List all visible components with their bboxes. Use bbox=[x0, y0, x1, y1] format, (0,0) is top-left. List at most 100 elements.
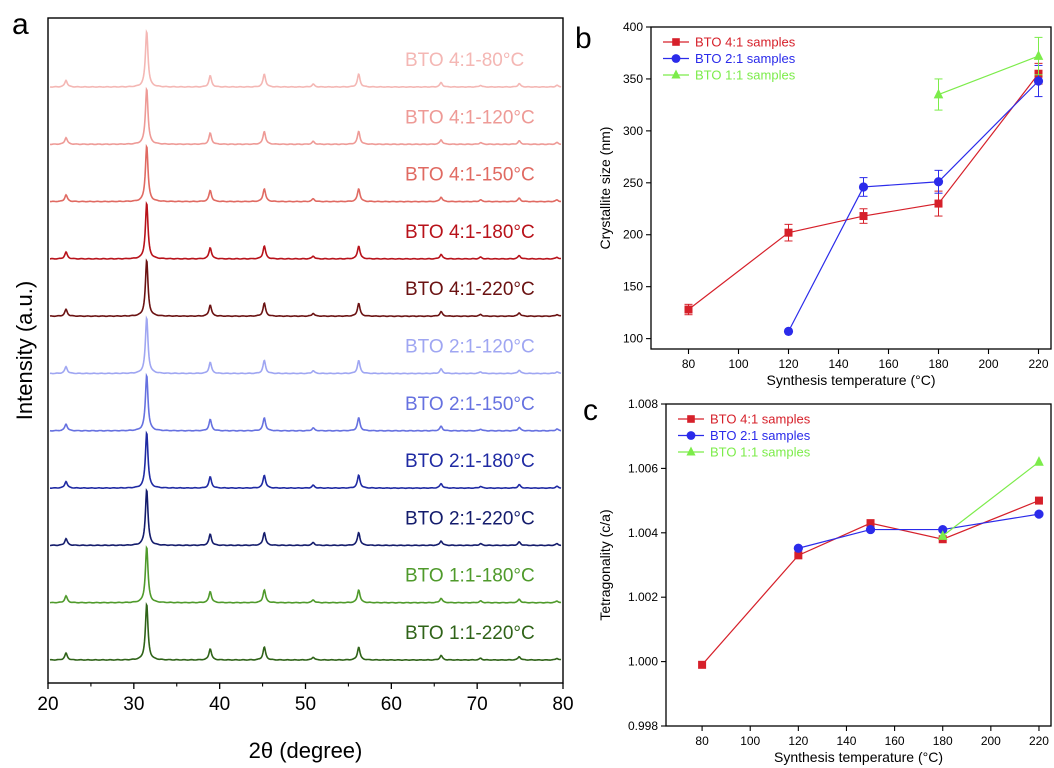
x-axis-label-a: 2θ (degree) bbox=[249, 738, 363, 763]
series-label: BTO 2:1-150°C bbox=[405, 394, 535, 415]
y-tick-label: 250 bbox=[623, 176, 643, 190]
data-point bbox=[672, 38, 680, 46]
data-point bbox=[933, 177, 944, 187]
legend-entry: BTO 4:1 samples bbox=[710, 412, 811, 427]
x-tick-label: 160 bbox=[878, 357, 898, 371]
series-label: BTO 1:1-220°C bbox=[405, 623, 535, 644]
legend-entry: BTO 4:1 samples bbox=[695, 35, 796, 50]
x-tick-label: 220 bbox=[1028, 357, 1048, 371]
y-tick-label: 1.004 bbox=[628, 526, 658, 540]
series-line bbox=[798, 513, 1040, 549]
series-label: BTO 4:1-220°C bbox=[405, 279, 535, 300]
series-line bbox=[787, 80, 1039, 332]
data-point bbox=[686, 446, 696, 456]
panel-label-c: c bbox=[583, 394, 598, 427]
x-tick-label: 30 bbox=[123, 694, 144, 715]
xrd-trace bbox=[49, 545, 562, 604]
data-point bbox=[793, 543, 803, 553]
x-tick-label: 200 bbox=[981, 734, 1001, 748]
y-axis-label-b: Crystallite size (nm) bbox=[597, 127, 613, 250]
x-tick-label: 100 bbox=[740, 734, 760, 748]
xrd-trace bbox=[49, 143, 561, 203]
panel-label-b: b bbox=[575, 22, 592, 55]
data-point bbox=[1034, 496, 1043, 505]
data-point bbox=[794, 551, 803, 560]
y-axis-label-c: Tetragonality (c/a) bbox=[597, 509, 613, 620]
y-tick-label: 1.002 bbox=[628, 590, 658, 604]
y-tick-label: 300 bbox=[623, 124, 643, 138]
xrd-trace bbox=[49, 372, 562, 432]
data-point bbox=[859, 212, 868, 221]
x-tick-label: 120 bbox=[778, 357, 798, 371]
panel-c: c 80 100 120 140 160 180 200 220 0.998 1.000 1.002 1… bbox=[583, 394, 1052, 765]
panel-a: a BTO 4:1-80°C BTO 4:1-120°C BTO 4:1-150°C B… bbox=[12, 8, 574, 763]
y-tick-label: 100 bbox=[623, 332, 643, 346]
x-tick-label: 140 bbox=[836, 734, 856, 748]
y-tick-label: 400 bbox=[623, 20, 643, 34]
y-tick-label: 1.008 bbox=[628, 397, 658, 411]
y-tick-label: 200 bbox=[623, 228, 643, 242]
x-tick-label: 160 bbox=[885, 734, 905, 748]
data-point bbox=[938, 524, 948, 535]
x-tick-label: 60 bbox=[381, 694, 402, 715]
x-tick-label: 80 bbox=[682, 357, 696, 371]
data-point bbox=[866, 519, 875, 528]
data-point bbox=[865, 524, 876, 535]
legend-entry: BTO 2:1 samples bbox=[710, 428, 811, 443]
data-point bbox=[1033, 50, 1044, 60]
legend-entry: BTO 1:1 samples bbox=[695, 68, 796, 83]
y-tick-label: 1.000 bbox=[628, 655, 658, 669]
series-label: BTO 2:1-180°C bbox=[405, 451, 535, 472]
legend-entry: BTO 2:1 samples bbox=[695, 51, 796, 66]
y-tick-label: 0.998 bbox=[628, 719, 658, 733]
data-point bbox=[671, 54, 681, 63]
x-tick-label: 50 bbox=[295, 694, 316, 715]
x-tick-label: 80 bbox=[695, 734, 709, 748]
series-label: BTO 2:1-120°C bbox=[405, 337, 535, 358]
x-tick-label: 180 bbox=[928, 357, 948, 371]
data-point bbox=[1034, 456, 1044, 466]
data-point bbox=[933, 88, 944, 99]
x-axis-label-b: Synthesis temperature (°C) bbox=[767, 372, 936, 388]
data-point bbox=[684, 305, 693, 314]
y-tick-label: 350 bbox=[623, 72, 643, 86]
data-point bbox=[1033, 76, 1044, 86]
data-point bbox=[686, 431, 696, 440]
xrd-trace bbox=[49, 29, 562, 89]
data-point bbox=[1034, 509, 1044, 519]
x-tick-label: 70 bbox=[467, 694, 488, 715]
panel-label-a: a bbox=[12, 8, 29, 41]
y-axis-label-a: Intensity (a.u.) bbox=[12, 281, 37, 420]
x-tick-label: 180 bbox=[933, 734, 953, 748]
xrd-trace bbox=[49, 258, 562, 318]
data-point bbox=[671, 69, 681, 79]
data-point bbox=[934, 199, 943, 208]
series-label: BTO 2:1-220°C bbox=[405, 508, 535, 529]
series-line bbox=[942, 461, 1040, 537]
series-label: BTO 4:1-150°C bbox=[405, 165, 535, 186]
x-tick-label: 100 bbox=[728, 357, 748, 371]
x-tick-label: 80 bbox=[552, 694, 573, 715]
data-point bbox=[783, 326, 794, 336]
series-label: BTO 1:1-180°C bbox=[405, 566, 535, 587]
xrd-trace bbox=[50, 86, 561, 146]
y-tick-label: 1.006 bbox=[628, 461, 658, 475]
data-point bbox=[937, 530, 948, 540]
xrd-trace bbox=[50, 430, 562, 490]
x-tick-label: 200 bbox=[978, 357, 998, 371]
x-tick-label: 220 bbox=[1029, 734, 1049, 748]
series-label: BTO 4:1-180°C bbox=[405, 222, 535, 243]
y-tick-label: 150 bbox=[623, 280, 643, 294]
panel-b: b 80 100 120 140 160 180 200 220 100 150 200 250 300 3… bbox=[575, 20, 1052, 388]
x-tick-label: 120 bbox=[788, 734, 808, 748]
x-tick-label: 140 bbox=[828, 357, 848, 371]
x-tick-label: 20 bbox=[37, 694, 58, 715]
series-label: BTO 4:1-80°C bbox=[405, 50, 524, 71]
data-point bbox=[698, 660, 707, 669]
xrd-trace bbox=[50, 488, 562, 547]
xrd-trace bbox=[50, 200, 561, 260]
plot-frame-b bbox=[650, 26, 1052, 350]
series-line bbox=[938, 55, 1039, 96]
legend-entry: BTO 1:1 samples bbox=[710, 445, 811, 460]
